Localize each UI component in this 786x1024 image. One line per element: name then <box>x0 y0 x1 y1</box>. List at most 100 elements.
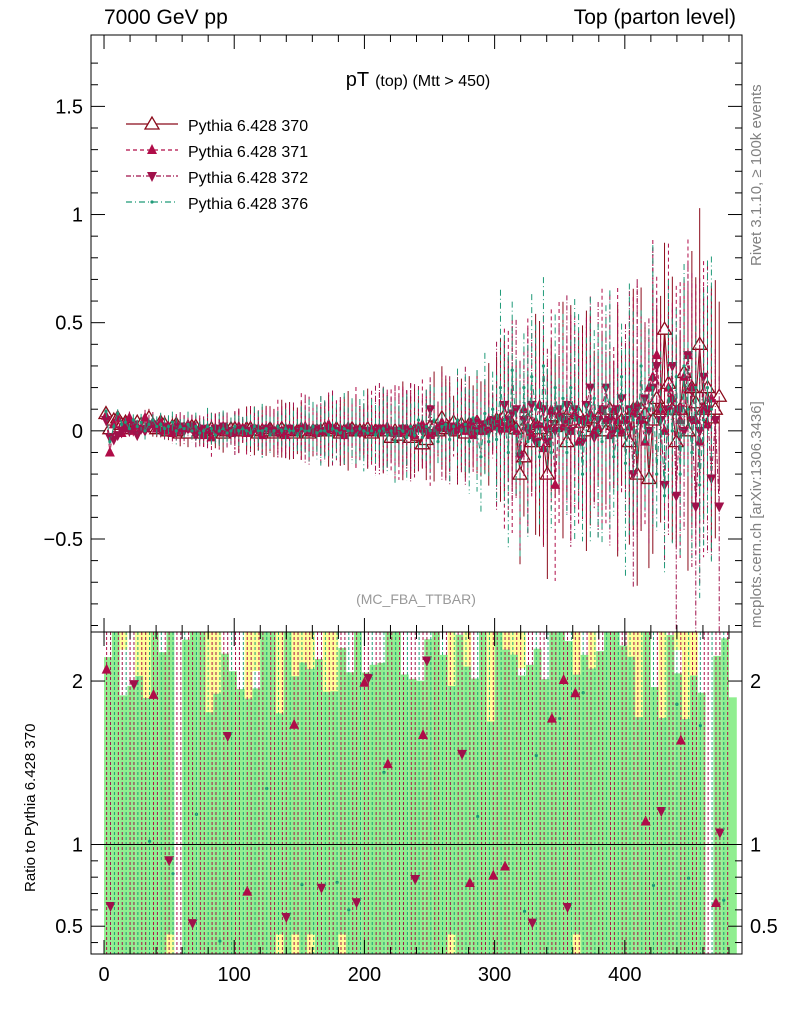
uncertainty-band <box>494 632 503 954</box>
data-point <box>346 429 350 433</box>
data-point <box>537 455 542 459</box>
data-point <box>635 450 639 455</box>
data-point <box>502 418 506 422</box>
data-point <box>389 429 393 433</box>
data-point <box>522 385 526 390</box>
ratio-point <box>488 869 499 880</box>
uncertainty-band <box>728 697 737 954</box>
uncertainty-band <box>299 632 308 954</box>
uncertainty-band <box>330 659 339 954</box>
uncertainty-band <box>447 632 456 954</box>
data-point <box>600 440 604 444</box>
y-tick-label-right: 2 <box>750 671 761 693</box>
data-point <box>128 420 139 431</box>
data-point <box>323 429 327 433</box>
data-point <box>116 411 120 416</box>
uncertainty-band <box>557 632 565 954</box>
data-point <box>647 407 651 411</box>
data-point <box>534 422 545 433</box>
data-point <box>252 424 257 429</box>
data-point <box>319 429 323 433</box>
data-point <box>494 437 499 442</box>
series-line <box>105 329 720 479</box>
uncertainty-band <box>143 653 151 954</box>
data-point <box>698 372 709 383</box>
uncertainty-band <box>229 671 237 954</box>
data-point <box>330 427 335 431</box>
uncertainty-band <box>518 632 526 669</box>
ratio-point <box>457 749 468 760</box>
y-tick-label: 1.5 <box>55 96 83 118</box>
data-point <box>198 431 202 435</box>
uncertainty-band <box>213 643 222 954</box>
data-point <box>518 461 522 465</box>
ratio-point <box>527 918 538 929</box>
data-point <box>381 427 385 431</box>
ratio-point <box>714 828 725 839</box>
x-tick-label: 200 <box>348 964 381 986</box>
uncertainty-band <box>291 632 300 677</box>
legend-marker <box>150 200 154 204</box>
uncertainty-band <box>111 632 120 954</box>
uncertainty-band <box>158 652 167 954</box>
ratio-point <box>351 898 362 909</box>
data-point <box>459 429 464 433</box>
data-point <box>369 429 374 433</box>
data-point <box>694 426 705 437</box>
data-point <box>671 491 682 502</box>
uncertainty-band <box>205 632 214 713</box>
data-point <box>248 431 253 435</box>
uncertainty-band <box>213 632 222 694</box>
uncertainty-band <box>580 654 589 954</box>
data-point <box>705 385 710 390</box>
uncertainty-band <box>689 632 698 676</box>
data-point <box>276 424 280 429</box>
data-point <box>140 411 151 422</box>
uncertainty-band <box>275 632 284 714</box>
series-1 <box>97 208 728 586</box>
uncertainty-band <box>510 632 519 954</box>
uncertainty-band <box>416 680 425 954</box>
data-point <box>619 375 624 379</box>
ratio-point <box>656 806 667 817</box>
ratio-point <box>359 676 370 687</box>
data-point <box>342 427 346 431</box>
uncertainty-band <box>627 632 636 657</box>
uncertainty-band <box>338 647 347 954</box>
uncertainty-band <box>307 632 315 669</box>
x-tick-label: 300 <box>478 964 511 986</box>
header-left: 7000 GeV pp <box>104 6 228 29</box>
data-point <box>573 418 577 422</box>
uncertainty-band <box>682 632 690 954</box>
y-tick-label: 1 <box>72 205 83 227</box>
ratio-point <box>242 885 253 896</box>
legend-label: Pythia 6.428 370 <box>188 118 308 135</box>
ratio-point <box>421 656 432 667</box>
main-panel-ticks: −0.5 0 0.5 1 1.5 <box>44 35 742 632</box>
data-point <box>284 427 288 431</box>
data-point <box>108 440 112 444</box>
data-point <box>162 427 167 431</box>
uncertainty-band <box>471 678 479 954</box>
uncertainty-band <box>432 632 440 954</box>
data-point <box>515 452 526 463</box>
uncertainty-band <box>588 632 597 669</box>
ratio-point <box>101 663 112 674</box>
data-point <box>178 424 182 429</box>
data-point <box>432 418 436 422</box>
uncertainty-band <box>299 632 308 663</box>
ratio-point <box>722 898 726 902</box>
data-point <box>166 424 171 429</box>
data-point <box>620 416 631 427</box>
data-point <box>393 440 397 444</box>
data-point <box>541 364 546 368</box>
data-point <box>131 418 135 422</box>
data-point <box>608 407 612 411</box>
uncertainty-band <box>674 673 683 954</box>
data-point <box>401 429 405 433</box>
uncertainty-band <box>354 632 362 954</box>
data-point <box>132 431 143 442</box>
uncertainty-band <box>525 664 534 954</box>
data-point <box>592 396 596 400</box>
